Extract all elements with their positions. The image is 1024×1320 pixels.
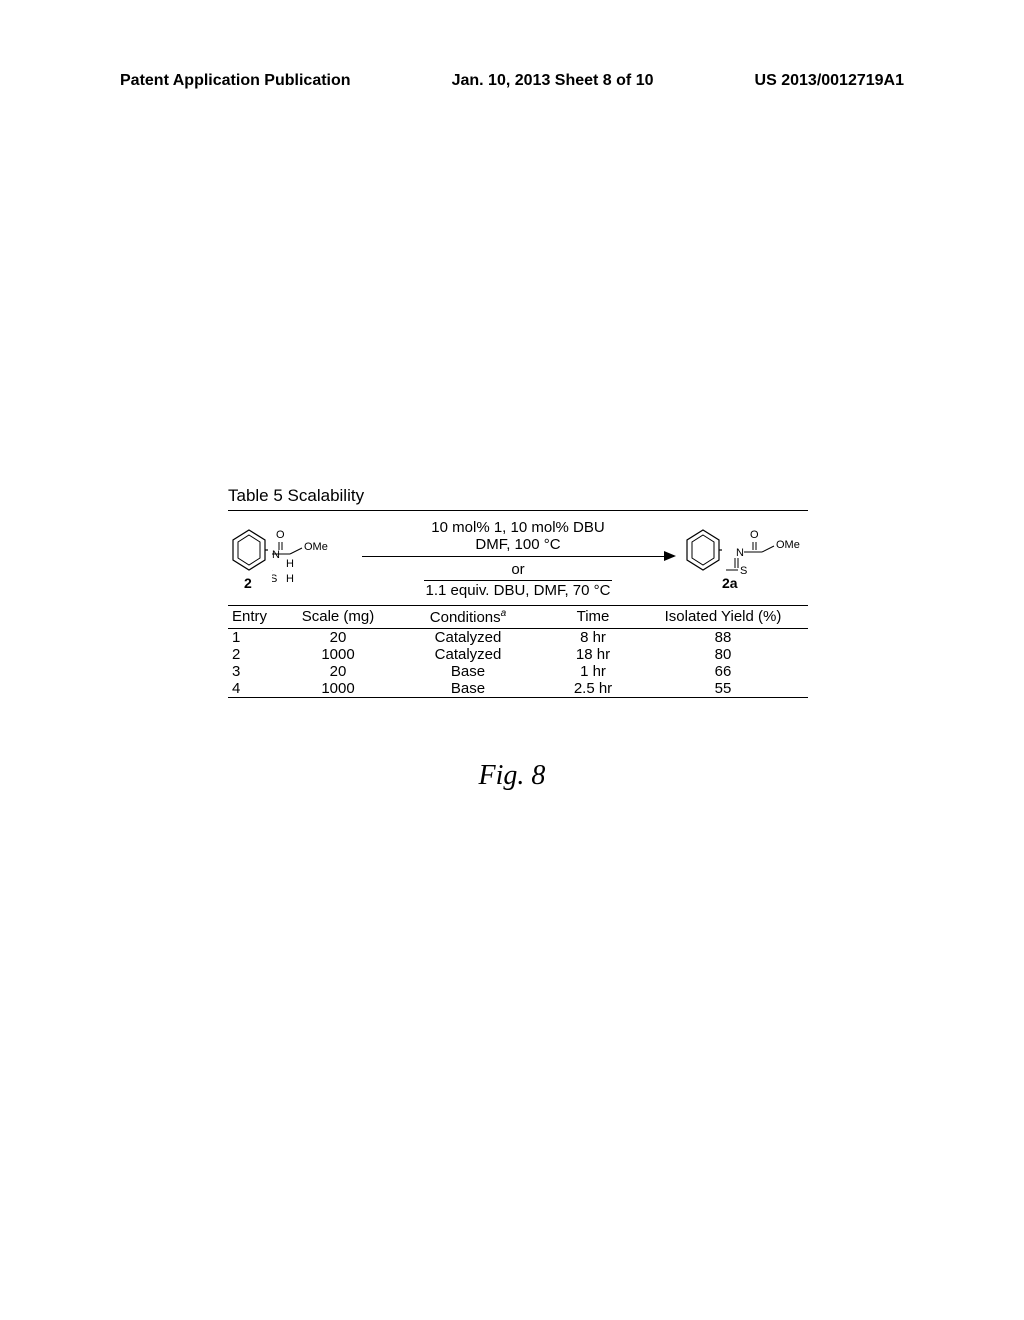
table-row: 3 20 Base 1 hr 66 [228, 663, 808, 680]
cell-time: 1 hr [548, 663, 638, 680]
reaction-scheme: O N OMe H S H 2 10 mol% 1, 10 mol% DBU D… [228, 511, 808, 605]
table-row: 1 20 Catalyzed 8 hr 88 [228, 629, 808, 646]
col-header-scale: Scale (mg) [288, 608, 388, 626]
cell-entry: 1 [228, 629, 288, 646]
cell-scale: 20 [288, 663, 388, 680]
header-center: Jan. 10, 2013 Sheet 8 of 10 [452, 72, 654, 90]
cell-conditions: Base [388, 680, 548, 697]
cell-yield: 55 [638, 680, 808, 697]
benzene-icon [684, 528, 722, 572]
col-header-entry: Entry [228, 608, 288, 626]
reactant-label: 2 [244, 574, 252, 592]
col-header-conditions: Conditionsa [388, 608, 548, 626]
cell-conditions: Catalyzed [388, 629, 548, 646]
product-label: 2a [722, 574, 738, 592]
table-body: 1 20 Catalyzed 8 hr 88 2 1000 Catalyzed … [228, 629, 808, 698]
cell-scale: 1000 [288, 646, 388, 663]
ome-label: OMe [776, 539, 800, 551]
ome-label: OMe [304, 541, 328, 553]
reactant-molecule: O N OMe H S H 2 [230, 528, 352, 591]
cell-time: 2.5 hr [548, 680, 638, 697]
svg-text:O: O [276, 529, 285, 541]
reaction-arrow-icon [362, 556, 674, 557]
col-header-conditions-text: Conditions [430, 609, 501, 626]
cell-yield: 80 [638, 646, 808, 663]
condition-top-1: 10 mol% 1, 10 mol% DBU [362, 519, 674, 536]
cell-entry: 3 [228, 663, 288, 680]
cell-time: 8 hr [548, 629, 638, 646]
condition-bottom: 1.1 equiv. DBU, DMF, 70 °C [362, 582, 674, 599]
header-right: US 2013/0012719A1 [755, 72, 904, 90]
benzene-icon [230, 528, 268, 572]
cell-entry: 2 [228, 646, 288, 663]
table-header-row: Entry Scale (mg) Conditionsa Time Isolat… [228, 606, 808, 629]
figure-caption: Fig. 8 [0, 760, 1024, 792]
svg-text:S: S [272, 573, 277, 585]
cell-yield: 88 [638, 629, 808, 646]
col-header-time: Time [548, 608, 638, 626]
cell-conditions: Catalyzed [388, 646, 548, 663]
svg-text:O: O [750, 529, 759, 541]
cell-conditions: Base [388, 663, 548, 680]
table-title: Table 5 Scalability [228, 486, 808, 506]
svg-text:H: H [286, 558, 294, 570]
cell-time: 18 hr [548, 646, 638, 663]
figure-container: Table 5 Scalability O N OMe [228, 486, 808, 698]
col-header-conditions-sup: a [501, 608, 507, 619]
table-row: 2 1000 Catalyzed 18 hr 80 [228, 646, 808, 663]
condition-top-2: DMF, 100 °C [362, 536, 674, 553]
col-header-yield: Isolated Yield (%) [638, 608, 808, 626]
product-molecule: O N OMe S 2a [684, 528, 806, 591]
condition-or: or [424, 561, 611, 581]
cell-entry: 4 [228, 680, 288, 697]
table-row: 4 1000 Base 2.5 hr 55 [228, 680, 808, 697]
reactant-structure-text: O N OMe H S H 2 [272, 528, 352, 591]
svg-text:H: H [286, 573, 294, 585]
svg-text:N: N [272, 549, 280, 561]
cell-scale: 1000 [288, 680, 388, 697]
page-header: Patent Application Publication Jan. 10, … [0, 72, 1024, 90]
reaction-conditions: 10 mol% 1, 10 mol% DBU DMF, 100 °C or 1.… [352, 519, 684, 599]
svg-text:S: S [740, 565, 747, 577]
cell-scale: 20 [288, 629, 388, 646]
product-structure-text: O N OMe S 2a [726, 528, 806, 591]
header-left: Patent Application Publication [120, 72, 351, 90]
svg-text:N: N [736, 547, 744, 559]
cell-yield: 66 [638, 663, 808, 680]
